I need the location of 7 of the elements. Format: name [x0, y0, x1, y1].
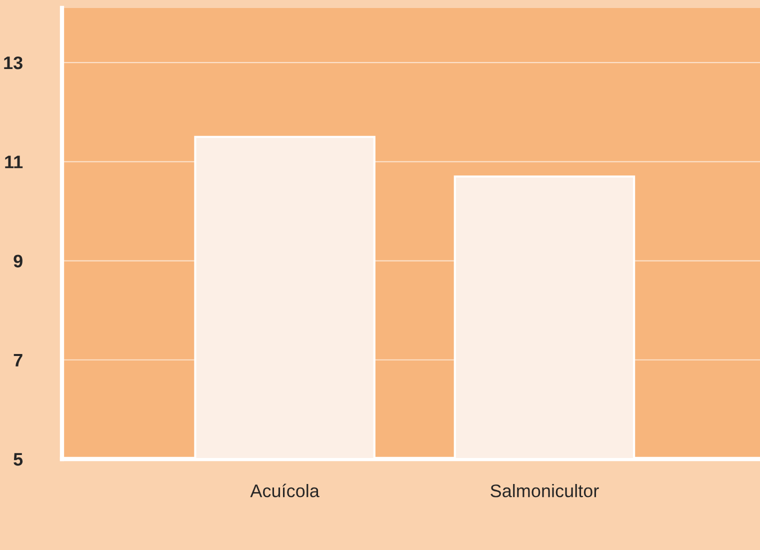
- y-tick-label: 5: [14, 453, 23, 466]
- y-tick-label: 9: [14, 254, 22, 268]
- y-tick-label: 11: [5, 156, 23, 168]
- x-tick-label: Salmonicultor: [490, 484, 599, 498]
- y-tick-label: 7: [14, 354, 22, 366]
- y-tick-label: 13: [4, 56, 22, 70]
- x-tick-label: Acuícola: [250, 484, 320, 498]
